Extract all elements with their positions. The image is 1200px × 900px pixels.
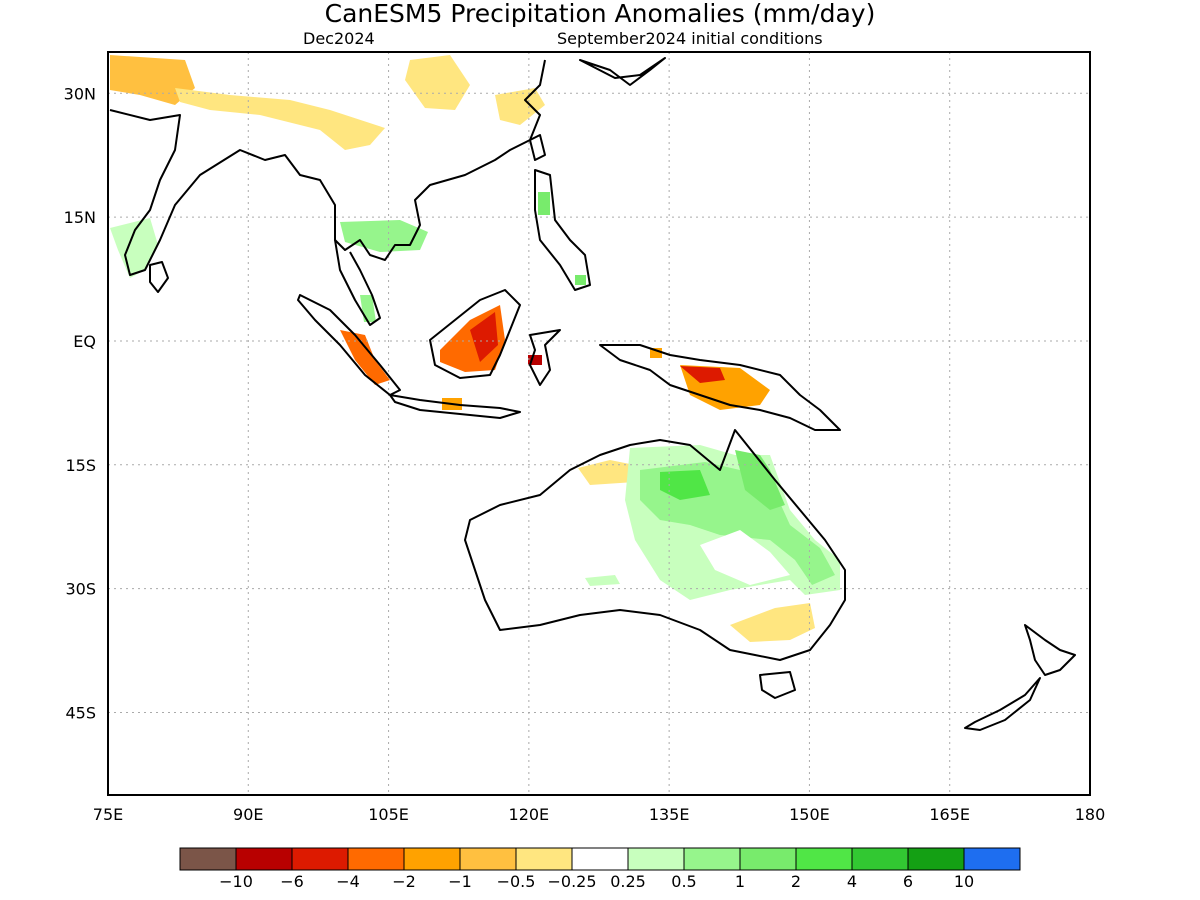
anomaly-korea-dry (495, 88, 545, 125)
coastline-asia (109, 59, 546, 276)
colorbar-label: −2 (392, 872, 416, 891)
anomaly-centralaus-dry-gap (700, 530, 790, 585)
colorbar-labels: −10 −6 −4 −2 −1 −0.5 −0.25 0.25 0.5 1 2 … (219, 872, 974, 891)
coastline-java (389, 394, 521, 419)
anomaly-philippines-wet (538, 192, 550, 215)
colorbar-swatch (515, 847, 573, 871)
colorbar-swatch (739, 847, 797, 871)
colorbar-label: −1 (448, 872, 472, 891)
anomaly-india-wet (110, 218, 158, 278)
colorbar-swatch (403, 847, 461, 871)
x-tick-label: 180 (1075, 805, 1106, 824)
colorbar-swatch (571, 847, 629, 871)
y-tick-label: 15S (65, 456, 96, 475)
coastline-nz-north (1024, 624, 1076, 676)
coastline-srilanka (149, 261, 169, 293)
anomaly-naus-wet-core (660, 470, 710, 500)
colorbar-swatch (795, 847, 853, 871)
anomaly-papua-core (680, 366, 725, 383)
anomaly-qld-wet (735, 450, 785, 510)
chart-subtitle-init: September2024 initial conditions (557, 29, 823, 48)
chart-title: CanESM5 Precipitation Anomalies (mm/day) (325, 0, 876, 28)
x-tick-label: 135E (649, 805, 690, 824)
anomaly-nchina-dry (405, 55, 470, 110)
colorbar-swatch (291, 847, 349, 871)
colorbar-swatch (963, 847, 1021, 871)
chart-subtitle-period: Dec2024 (303, 29, 375, 48)
anomaly-himalaya-dry (110, 55, 195, 105)
anomaly-nwaus-dry (578, 460, 640, 485)
colorbar (179, 847, 1021, 871)
colorbar-label: 0.5 (671, 872, 696, 891)
colorbar-label: 6 (903, 872, 913, 891)
colorbar-swatch (179, 847, 237, 871)
coastline-borneo (429, 289, 521, 379)
coastline-philippines (534, 169, 591, 291)
colorbar-swatch (235, 847, 293, 871)
x-axis-ticks: 75E 90E 105E 120E 135E 150E 165E 180 (93, 805, 1106, 824)
colorbar-label: 1 (735, 872, 745, 891)
colorbar-label: −0.5 (497, 872, 536, 891)
colorbar-label: −0.25 (547, 872, 596, 891)
colorbar-label: −10 (219, 872, 253, 891)
coastline-nz-south (964, 677, 1041, 731)
colorbar-swatch (347, 847, 405, 871)
anomaly-tibet-dry (175, 88, 385, 150)
colorbar-swatch (459, 847, 517, 871)
colorbar-label: 4 (847, 872, 857, 891)
y-tick-label: 15N (64, 208, 96, 227)
colorbar-swatch (627, 847, 685, 871)
y-tick-label: 45S (65, 703, 96, 722)
colorbar-label: 10 (954, 872, 974, 891)
x-tick-label: 165E (929, 805, 970, 824)
coastline-newguinea (599, 344, 841, 431)
anomaly-mindanao-wet (575, 275, 586, 285)
coastline-japan (579, 57, 666, 86)
map-frame (107, 51, 1091, 796)
y-axis-ticks: 30N 15N EQ 15S 30S 45S (64, 84, 96, 722)
y-tick-label: 30N (64, 84, 96, 103)
colorbar-swatch (683, 847, 741, 871)
coastline-malaya (334, 239, 381, 326)
colorbar-swatch (851, 847, 909, 871)
x-tick-label: 105E (368, 805, 409, 824)
anomaly-borneo-core (470, 312, 498, 362)
colorbar-label: 0.25 (610, 872, 646, 891)
y-tick-label: 30S (65, 580, 96, 599)
anomaly-seaus-dry (730, 603, 815, 642)
y-tick-label: EQ (73, 332, 96, 351)
colorbar-label: −6 (280, 872, 304, 891)
anomaly-waus-wet (585, 575, 620, 586)
x-tick-label: 75E (93, 805, 123, 824)
x-tick-label: 120E (509, 805, 550, 824)
x-tick-label: 150E (789, 805, 830, 824)
colorbar-swatch (907, 847, 965, 871)
coastline-taiwan (529, 134, 546, 161)
coastline-australia (464, 429, 846, 661)
anomaly-fills (110, 55, 840, 642)
map-gridlines (108, 52, 1090, 795)
colorbar-label: −4 (336, 872, 360, 891)
coastlines (109, 57, 1076, 731)
anomaly-sumatra-dry (340, 330, 390, 385)
coastline-sulawesi (529, 329, 561, 386)
colorbar-label: 2 (791, 872, 801, 891)
coastline-tasmania (759, 671, 796, 699)
x-tick-label: 90E (233, 805, 263, 824)
